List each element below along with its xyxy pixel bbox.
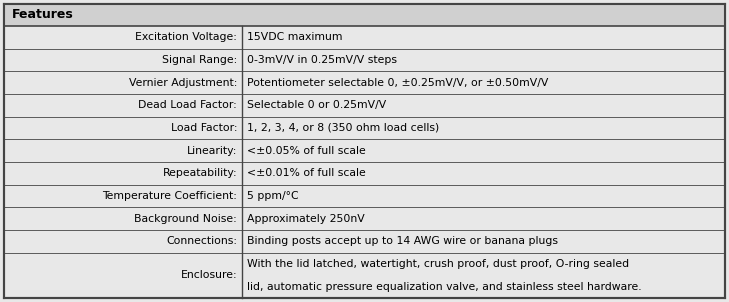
Text: Enclosure:: Enclosure:	[180, 270, 237, 280]
Text: Temperature Coefficient:: Temperature Coefficient:	[102, 191, 237, 201]
Text: Dead Load Factor:: Dead Load Factor:	[139, 100, 237, 110]
Text: Excitation Voltage:: Excitation Voltage:	[135, 32, 237, 42]
Text: Background Noise:: Background Noise:	[134, 214, 237, 224]
Text: <±0.01% of full scale: <±0.01% of full scale	[247, 168, 366, 178]
Text: Signal Range:: Signal Range:	[162, 55, 237, 65]
Text: <±0.05% of full scale: <±0.05% of full scale	[247, 146, 366, 156]
Text: Connections:: Connections:	[166, 236, 237, 246]
Text: Load Factor:: Load Factor:	[171, 123, 237, 133]
Text: 1, 2, 3, 4, or 8 (350 ohm load cells): 1, 2, 3, 4, or 8 (350 ohm load cells)	[247, 123, 440, 133]
Text: Linearity:: Linearity:	[187, 146, 237, 156]
Text: Features: Features	[12, 8, 74, 21]
Text: Potentiometer selectable 0, ±0.25mV/V, or ±0.50mV/V: Potentiometer selectable 0, ±0.25mV/V, o…	[247, 78, 548, 88]
Text: Vernier Adjustment:: Vernier Adjustment:	[128, 78, 237, 88]
Text: With the lid latched, watertight, crush proof, dust proof, O-ring sealed: With the lid latched, watertight, crush …	[247, 259, 629, 269]
Text: Binding posts accept up to 14 AWG wire or banana plugs: Binding posts accept up to 14 AWG wire o…	[247, 236, 558, 246]
Text: lid, automatic pressure equalization valve, and stainless steel hardware.: lid, automatic pressure equalization val…	[247, 282, 642, 292]
Bar	[4, 4, 725, 26]
Text: 0-3mV/V in 0.25mV/V steps: 0-3mV/V in 0.25mV/V steps	[247, 55, 397, 65]
Text: Approximately 250nV: Approximately 250nV	[247, 214, 364, 224]
Text: Repeatability:: Repeatability:	[163, 168, 237, 178]
Text: Selectable 0 or 0.25mV/V: Selectable 0 or 0.25mV/V	[247, 100, 386, 110]
Text: 5 ppm/°C: 5 ppm/°C	[247, 191, 299, 201]
Text: 15VDC maximum: 15VDC maximum	[247, 32, 343, 42]
